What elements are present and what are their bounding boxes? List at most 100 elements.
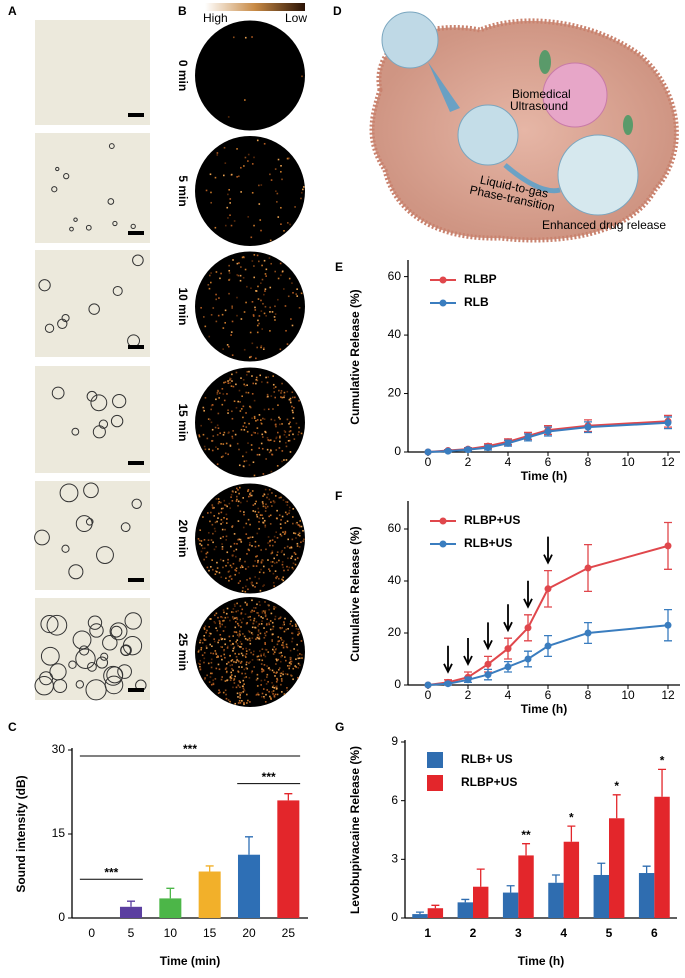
echo-dot [230,385,233,387]
echo-dot [296,676,299,679]
echo-dot [260,282,262,284]
echo-dot [280,223,282,225]
echo-dot [278,667,281,669]
echo-dot [234,652,237,655]
data-point [424,681,432,689]
echo-dot [296,545,299,547]
echo-dot [236,274,238,276]
echo-dot [269,523,272,525]
echo-dot [288,665,291,667]
micrograph [35,598,150,700]
echo-dot [202,433,205,436]
echo-dot [257,511,260,514]
echo-dot [258,658,261,661]
echo-dot [283,288,285,290]
echo-dot [291,640,293,643]
acoustic-image [195,251,305,362]
echo-dot [232,385,235,388]
echo-dot [289,623,292,625]
echo-dot [251,300,254,303]
echo-dot [225,522,228,524]
echo-dot [275,449,278,451]
bubble [85,224,92,231]
echo-dot [271,691,273,693]
echo-dot [272,408,274,410]
echo-dot [260,695,263,698]
echo-dot [260,561,263,564]
echo-dot [296,521,298,524]
echo-dot [236,602,238,605]
echo-dot [251,490,254,492]
echo-dot [271,669,274,672]
echo-dot [294,396,296,399]
echo-dot [262,348,265,350]
echo-dot [243,348,246,351]
echo-dot [215,667,218,670]
echo-dot [230,545,232,548]
echo-dot [274,168,277,170]
echo-dot [232,608,235,610]
echo-dot [275,425,277,428]
echo-dot [217,692,220,694]
echo-dot [299,525,301,528]
echo-dot [281,644,283,646]
echo-dot [275,436,278,439]
echo-dot [243,683,245,685]
echo-dot [283,433,286,436]
echo-dot [281,578,283,581]
echo-dot [273,695,276,698]
echo-dot [286,520,289,523]
echo-dot [224,616,227,619]
echo-dot [291,625,294,627]
echo-dot [217,655,219,657]
data-point [584,629,592,637]
echo-dot [263,493,266,496]
echo-dot [302,540,305,542]
color-bar-high: High [203,11,228,25]
echo-dot [263,408,266,411]
echo-dot [240,626,242,628]
echo-dot [269,539,272,542]
echo-dot [221,521,224,524]
echo-dot [200,306,202,309]
echo-dot [253,265,255,267]
echo-dot [212,683,215,686]
error-bar [245,836,253,855]
echo-dot [210,408,212,411]
echo-dot [245,374,248,376]
echo-dot [295,627,298,630]
echo-dot [281,561,284,563]
echo-dot [298,531,301,534]
error-bar [476,868,485,887]
acoustic-image [195,20,305,131]
echo-dot [224,309,227,312]
echo-dot [298,657,301,659]
echo-dot [234,433,237,436]
echo-dot [198,435,201,438]
echo-dot [280,392,282,394]
echo-dot [250,651,252,654]
echo-dot [278,559,280,562]
echo-dot [297,654,299,657]
x-tick-label: 10 [621,688,635,702]
echo-dot [215,298,217,301]
echo-dot [291,538,294,541]
echo-dot [263,259,266,262]
echo-dot [212,679,215,682]
echo-dot [262,670,265,672]
echo-dot [264,430,266,433]
echo-dot [239,501,242,504]
echo-dot [288,662,291,664]
echo-dot [240,652,243,655]
echo-dot [297,634,299,636]
echo-dot [257,625,259,627]
echo-dot [236,634,239,636]
echo-dot [230,331,233,333]
echo-dot [222,327,225,329]
bubble [63,173,70,180]
y-tick-label: 20 [388,625,402,639]
echo-dot [225,697,228,700]
echo-dot [274,570,277,572]
echo-dot [274,319,276,321]
bubble [130,223,136,230]
